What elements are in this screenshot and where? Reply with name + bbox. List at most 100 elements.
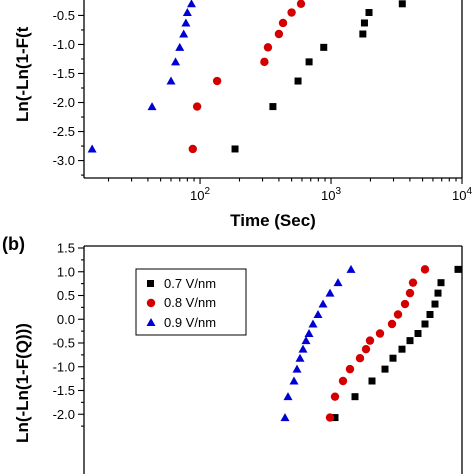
panel-b-point-series-1 [365, 336, 375, 345]
panel-a-point-series-1 [274, 29, 284, 39]
panel-a-point-series-2 [181, 18, 191, 27]
panel-b-point-series-0 [368, 377, 376, 385]
panel-a-x-tick-label: 102 [190, 186, 210, 203]
legend-label-0-7: 0.7 V/nm [164, 276, 216, 291]
panel-b-point-series-0 [351, 393, 359, 401]
panel-a-point-series-2 [179, 29, 189, 38]
panel-a-point-series-0 [360, 19, 368, 27]
legend-label-0-9: 0.9 V/nm [164, 315, 216, 330]
panel-a-y-tick-label: -2.0 [53, 95, 75, 110]
panel-b-point-series-0 [406, 337, 414, 345]
panel-a-point-series-2 [175, 42, 185, 51]
panel-b-point-series-1 [345, 364, 355, 374]
panel-b-point-series-1 [338, 376, 348, 386]
panel-a-point-series-1 [296, 0, 306, 9]
panel-a-y-tick-label: -3.0 [53, 153, 75, 168]
panel-a-point-series-1 [212, 76, 222, 86]
panel-b-point-series-2 [346, 264, 356, 273]
panel-a-point-series-0 [294, 77, 302, 85]
panel-b-point-series-2 [295, 353, 305, 362]
legend-marker-0-8 [146, 298, 156, 308]
panel-b-point-series-1 [400, 299, 410, 309]
panel-b-point-series-1 [393, 310, 403, 319]
panel-a-point-series-1 [263, 43, 273, 52]
panel-b-point-series-2 [280, 413, 290, 422]
panel-a-point-series-2 [182, 8, 192, 17]
panel-b-point-series-2 [298, 344, 308, 353]
panel-a-point-series-0 [269, 103, 277, 111]
panel-a-y-tick-label: -1.5 [53, 66, 75, 81]
panel-b-point-series-1 [325, 413, 335, 422]
panel-a-point-series-0 [320, 43, 328, 51]
panel-b-y-axis-label: Ln(-Ln(1-F(Q))) [13, 323, 32, 443]
panel-b-y-tick-label: -2.0 [53, 407, 75, 422]
panel-a-y-tick-label: -0.5 [53, 8, 75, 23]
panel-a-point-series-0 [365, 9, 373, 17]
panel-b-point-series-0 [454, 265, 462, 273]
panel-a-point-series-2 [171, 57, 181, 66]
panel-a-point-series-2 [87, 144, 97, 153]
panel-b-point-series-2 [325, 288, 335, 297]
panel-b-point-series-0 [434, 289, 442, 297]
panel-a-point-series-0 [305, 58, 313, 66]
panel-b-point-series-2 [318, 299, 328, 308]
panel-a-point-series-0 [359, 30, 367, 38]
panel-a-point-series-2 [166, 76, 176, 85]
panel-b-point-series-1 [330, 392, 340, 401]
legend-marker-0-7 [147, 280, 154, 287]
panel-b-point-series-2 [301, 336, 311, 345]
panel-b-y-tick-label: -0.5 [53, 336, 75, 351]
panel-b-point-series-1 [405, 288, 415, 298]
panel-b-point-series-0 [426, 311, 434, 318]
panel-b-y-tick-label: 0.0 [57, 312, 75, 327]
panel-b-point-series-2 [283, 392, 293, 401]
panel-b-point-series-2 [308, 319, 318, 328]
panel-b-point-series-1 [361, 344, 371, 354]
panel-b-point-series-1 [420, 265, 430, 274]
panel-b-point-series-0 [398, 345, 406, 353]
panel-a-x-axis-label: Time (Sec) [230, 211, 316, 230]
panel-a-point-series-0 [398, 0, 406, 8]
panel-b-label: (b) [2, 234, 25, 254]
panel-b-point-series-1 [387, 319, 397, 329]
panel-b-point-series-0 [331, 414, 339, 422]
panel-a-point-series-1 [188, 144, 197, 154]
panel-b-point-series-2 [333, 278, 343, 287]
panel-a-point-series-2 [186, 0, 196, 8]
panel-b-point-series-0 [437, 279, 445, 287]
panel-b-point-series-2 [304, 329, 314, 337]
panel-b: (b) 1.5 1.0 0.5 0.0 -0.5 -1.0 -1.5 -2.0 Ln(-Ln(… [2, 234, 463, 474]
panel-a-point-series-0 [231, 145, 239, 153]
panel-a-y-tick-label: -1.0 [53, 37, 75, 52]
panel-a-x-tick-label: 103 [321, 186, 341, 203]
panel-b-y-tick-label: -1.0 [53, 359, 75, 374]
panel-a-point-series-2 [147, 102, 157, 111]
panel-a-point-series-1 [287, 8, 296, 17]
panel-a-x-tick-label: 104 [452, 186, 472, 203]
panel-b-point-series-1 [355, 354, 365, 363]
panel-b-y-tick-label: 0.5 [57, 288, 75, 303]
panel-a-y-axis-label: Ln(-Ln(1-F(t [13, 26, 32, 122]
panel-b-point-series-1 [375, 329, 385, 338]
panel-b-point-series-1 [408, 278, 418, 287]
panel-b-y-tick-label: 1.0 [57, 264, 75, 279]
panel-b-point-series-2 [289, 376, 299, 385]
panel-b-legend: 0.7 V/nm 0.8 V/nm 0.9 V/nm [135, 268, 247, 336]
panel-b-point-series-0 [389, 354, 397, 362]
legend-marker-0-9 [146, 318, 156, 326]
panel-b-point-series-0 [414, 330, 422, 337]
panel-a-point-series-1 [192, 102, 202, 111]
legend-label-0-8: 0.8 V/nm [164, 295, 216, 310]
panel-a-y-tick-label: -2.5 [53, 124, 75, 139]
panel-b-point-series-0 [421, 320, 429, 328]
panel-b-y-tick-label: -1.5 [53, 383, 75, 398]
panel-b-point-series-2 [313, 310, 323, 318]
panel-a-point-series-1 [260, 57, 269, 67]
panel-b-point-series-2 [292, 364, 302, 373]
panel-b-point-series-0 [381, 365, 389, 373]
panel-a-point-series-1 [278, 18, 288, 28]
panel-b-y-tick-label: 1.5 [57, 241, 75, 256]
panel-a: -0.5 -1.0 -1.5 -2.0 -2.5 -3.0 102 103 104 Time … [13, 0, 472, 230]
panel-b-point-series-0 [431, 300, 439, 308]
